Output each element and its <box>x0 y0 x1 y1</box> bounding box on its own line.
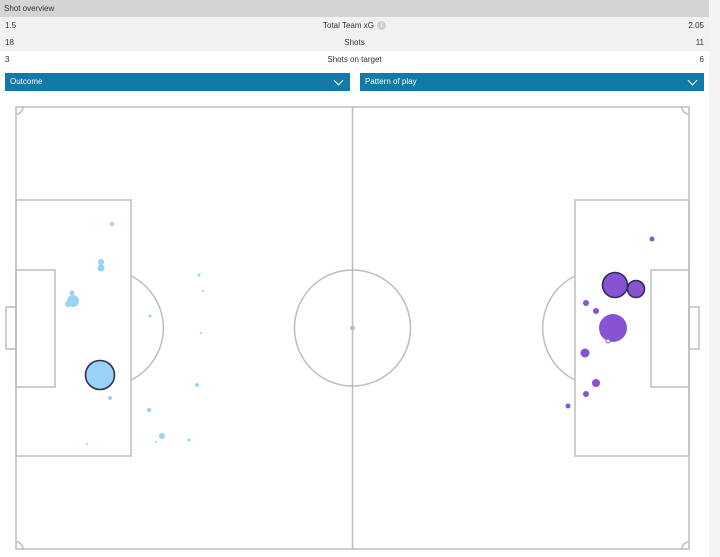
away-xg-value: 2.05 <box>688 21 704 30</box>
shots-label: Shots <box>344 38 365 47</box>
left-penalty-area <box>15 199 132 457</box>
shot-map-pitch <box>5 106 700 550</box>
corner-arc <box>681 541 690 550</box>
away-shot-marker[interactable] <box>592 379 600 387</box>
shot-overview-title: Shot overview <box>4 4 55 13</box>
away-shot-marker[interactable] <box>605 338 611 344</box>
home-shots-value: 18 <box>5 38 14 47</box>
corner-arc <box>15 541 24 550</box>
right-penalty-arc <box>542 275 576 381</box>
home-shot-marker[interactable] <box>197 273 201 277</box>
left-penalty-arc <box>130 275 164 381</box>
corner-arc <box>15 106 24 115</box>
pattern-dropdown-label: Pattern of play <box>365 77 417 86</box>
home-shot-marker[interactable] <box>200 332 202 334</box>
info-icon[interactable]: i <box>376 21 386 31</box>
chevron-down-icon <box>687 75 698 86</box>
centre-spot <box>350 325 355 331</box>
right-six-yard-box <box>650 269 690 388</box>
stat-row-shots-on-target: 3 Shots on target 6 <box>0 51 709 68</box>
shot-overview-header: Shot overview <box>0 0 709 17</box>
away-shot-marker[interactable] <box>583 300 589 306</box>
left-six-yard-box <box>15 269 56 388</box>
home-shot-marker[interactable] <box>108 396 112 400</box>
outcome-dropdown-label: Outcome <box>10 77 43 86</box>
home-shot-marker[interactable] <box>148 314 152 318</box>
home-xg-value: 1.5 <box>5 21 17 30</box>
home-shot-marker[interactable] <box>159 433 165 439</box>
away-shot-marker-goal[interactable] <box>626 279 646 299</box>
home-shot-marker-goal[interactable] <box>84 359 116 391</box>
home-shot-marker[interactable] <box>202 290 204 292</box>
away-shot-marker[interactable] <box>649 236 655 242</box>
home-shots-layer <box>65 222 204 445</box>
away-shot-marker[interactable] <box>565 403 571 409</box>
xg-label: Total Team xG i <box>0 17 709 34</box>
away-shot-marker[interactable] <box>580 348 590 358</box>
away-shot-marker[interactable] <box>583 391 589 397</box>
scrollbar[interactable] <box>709 0 720 557</box>
away-on-target-value: 6 <box>699 55 704 64</box>
home-on-target-value: 3 <box>5 55 10 64</box>
on-target-label: Shots on target <box>327 55 382 64</box>
right-penalty-area <box>574 199 690 457</box>
home-shot-marker[interactable] <box>97 264 105 272</box>
home-shot-marker[interactable] <box>110 222 114 226</box>
outcome-dropdown[interactable]: Outcome <box>5 73 350 91</box>
chevron-down-icon <box>333 75 344 86</box>
corner-arc <box>681 106 690 115</box>
pattern-of-play-dropdown[interactable]: Pattern of play <box>360 73 704 91</box>
right-goal <box>688 306 700 350</box>
stat-row-shots: 18 Shots 11 <box>0 34 709 51</box>
home-shot-marker[interactable] <box>195 383 199 387</box>
away-shots-layer <box>565 236 655 409</box>
home-shot-marker[interactable] <box>187 438 191 442</box>
away-shot-marker-goal[interactable] <box>601 271 629 299</box>
home-shot-marker[interactable] <box>86 443 88 445</box>
left-goal <box>5 306 17 350</box>
away-shots-value: 11 <box>695 38 704 47</box>
home-shot-marker[interactable] <box>147 408 151 412</box>
home-shot-marker[interactable] <box>69 290 75 296</box>
away-shot-marker[interactable] <box>599 314 627 342</box>
stat-row-xg: 1.5 Total Team xG i 2.05 <box>0 17 709 34</box>
home-shot-marker[interactable] <box>155 441 157 443</box>
away-shot-marker[interactable] <box>593 308 599 314</box>
centre-circle <box>293 269 412 387</box>
home-shot-marker[interactable] <box>98 259 104 265</box>
home-shot-marker[interactable] <box>65 301 71 307</box>
